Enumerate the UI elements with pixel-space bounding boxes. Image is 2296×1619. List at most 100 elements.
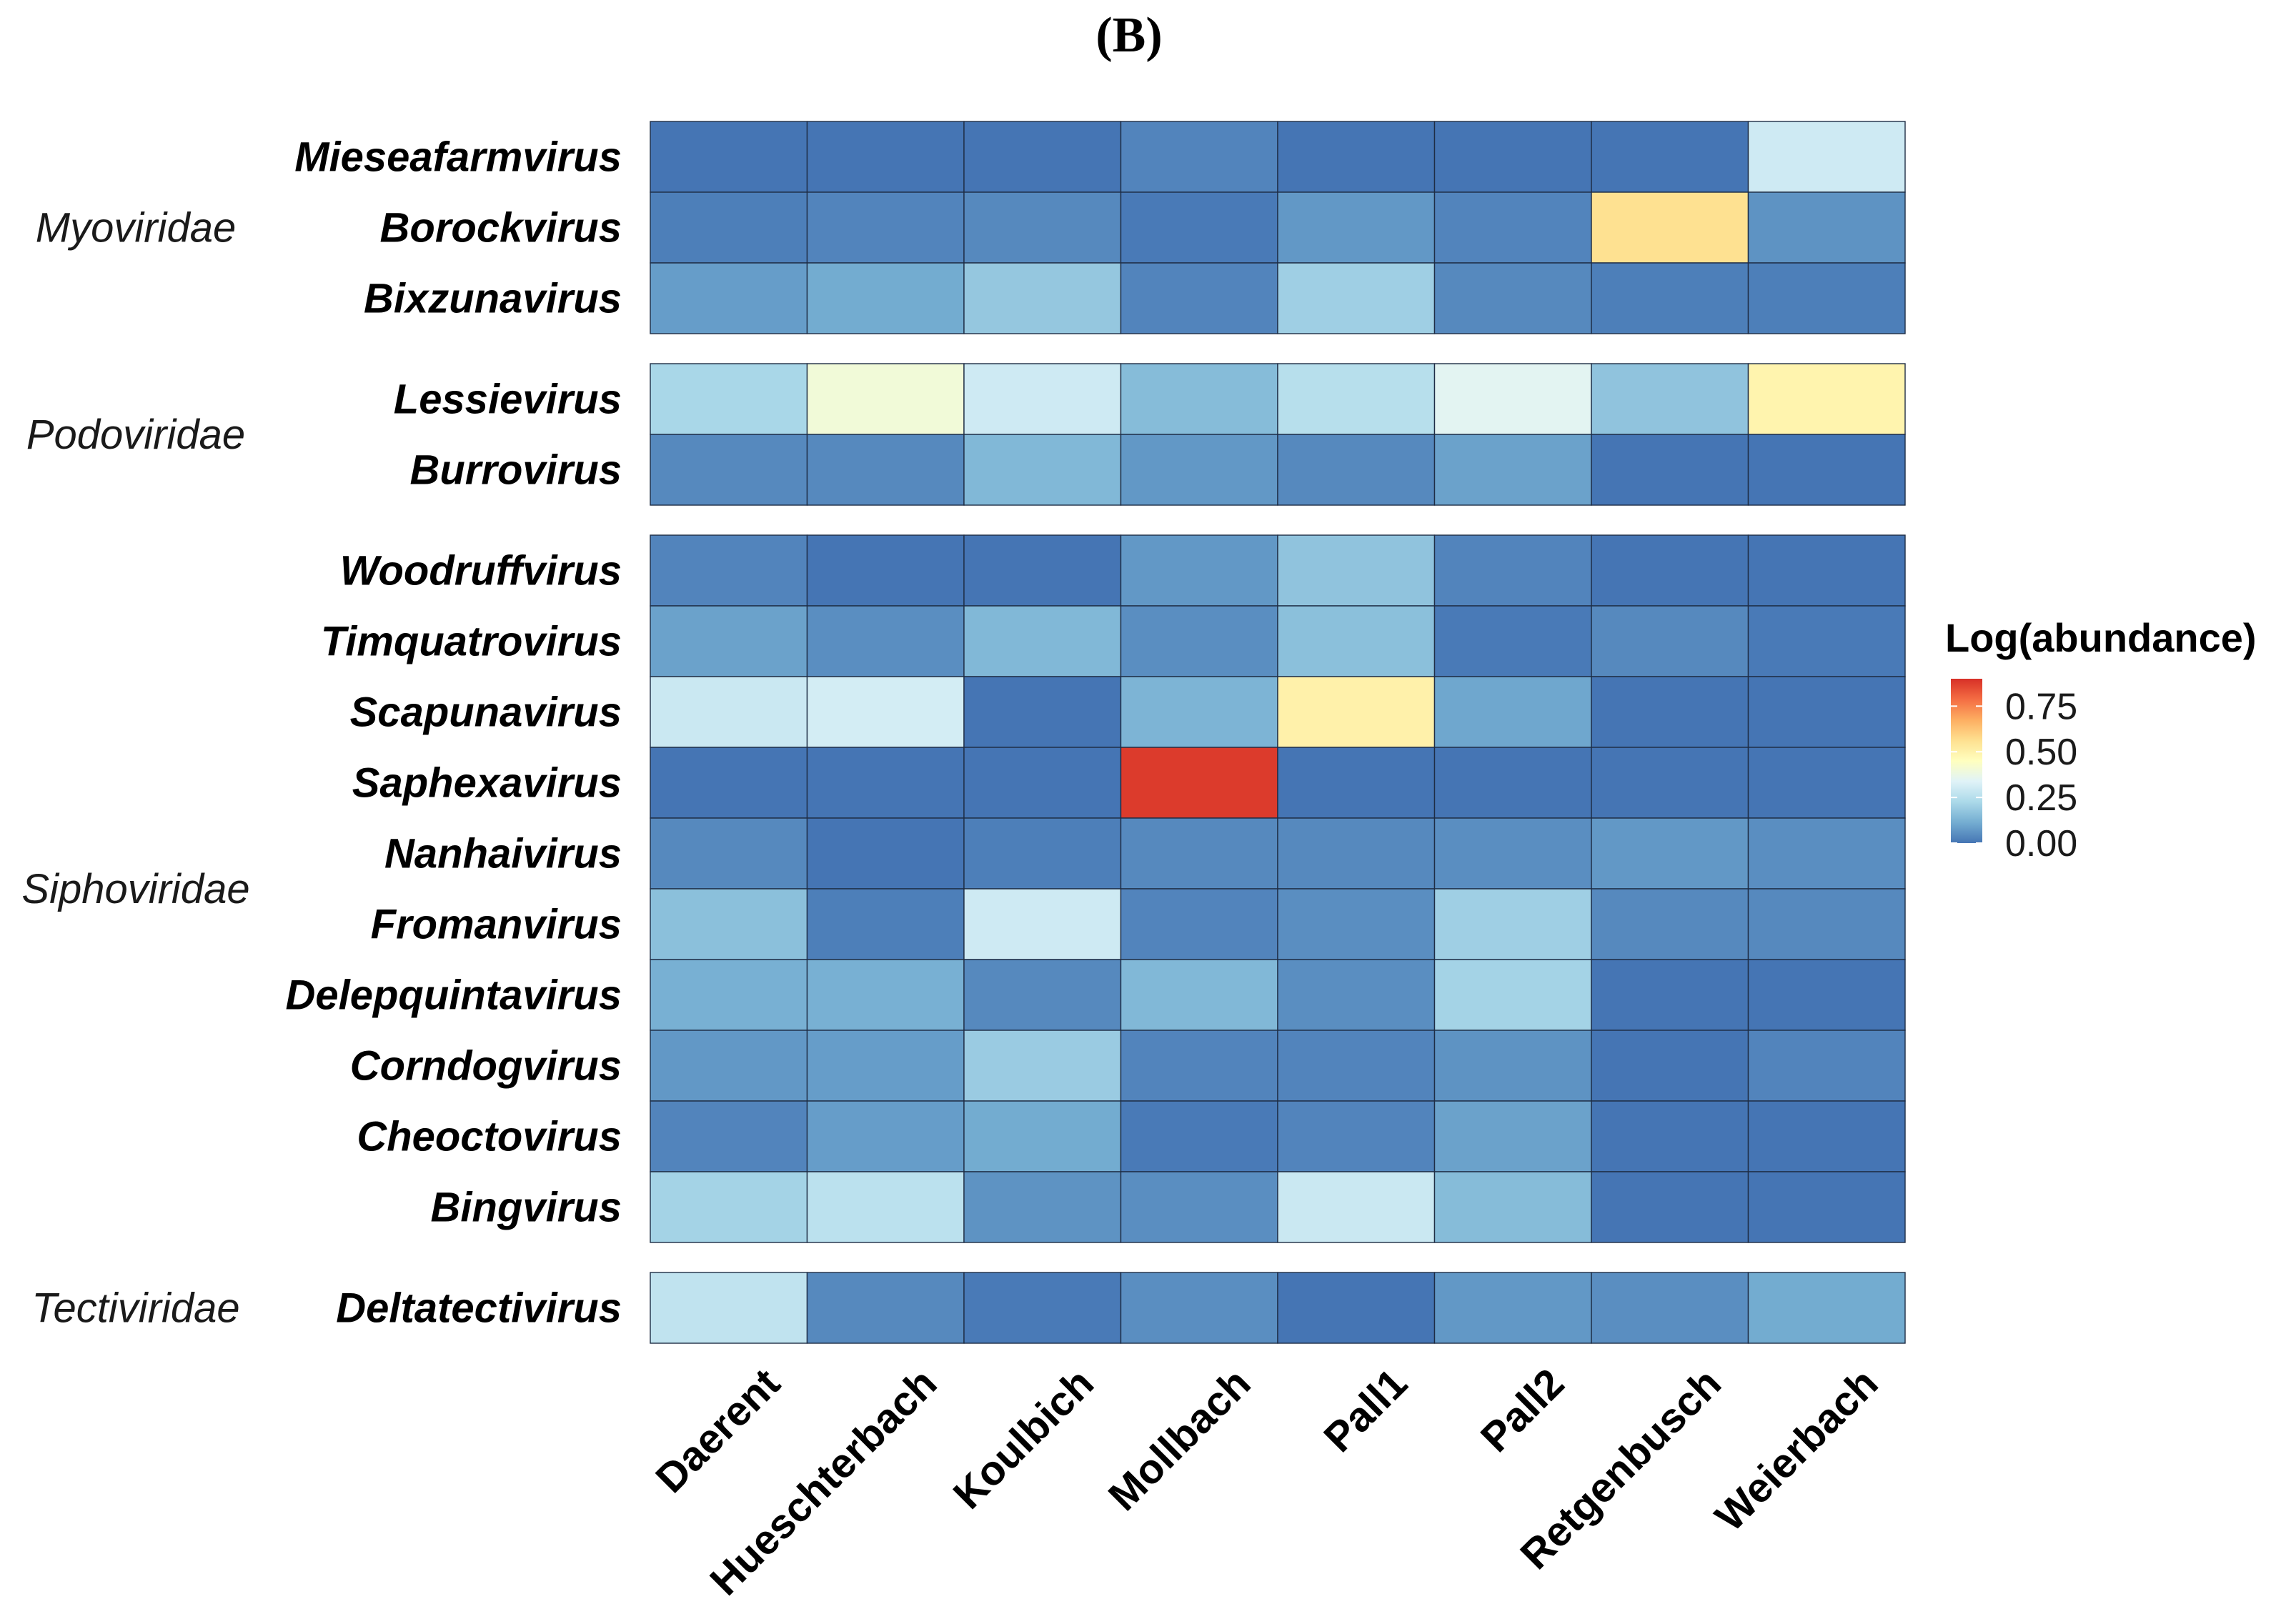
heatmap-cell: Burrovirus / Pall2 xyxy=(1433,434,1592,506)
heatmap-cell: Corndogvirus / Hueschterbach xyxy=(806,1030,965,1102)
heatmap-cell: Bingvirus / Mollbach xyxy=(1120,1171,1278,1243)
site-label: Koulbich xyxy=(945,1360,1103,1518)
heatmap-cell: Borockvirus / Koulbich xyxy=(963,191,1122,264)
heatmap-cell: Delepquintavirus / Koulbich xyxy=(963,959,1122,1031)
family-label: Tectiviridae xyxy=(31,1285,239,1332)
heatmap-cell: Nanhaivirus / Pall2 xyxy=(1433,817,1592,890)
heatmap-cell: Fromanvirus / Mollbach xyxy=(1120,888,1278,960)
heatmap-cell: Burrovirus / Hueschterbach xyxy=(806,434,965,506)
heatmap-cell: Woodruffvirus / Pall1 xyxy=(1277,534,1436,607)
heatmap-cell: Scapunavirus / Retgenbusch xyxy=(1591,676,1749,748)
heatmap-cell: Scapunavirus / Koulbich xyxy=(963,676,1122,748)
heatmap-cell: Corndogvirus / Weierbach xyxy=(1747,1030,1906,1102)
heatmap-cell: Mieseafarmvirus / Koulbich xyxy=(963,121,1122,193)
heatmap-cell: Mieseafarmvirus / Pall1 xyxy=(1277,121,1436,193)
heatmap-cell: Lessievirus / Daerent xyxy=(650,363,808,435)
site-label: Pall1 xyxy=(1315,1360,1416,1461)
heatmap-cell: Borockvirus / Daerent xyxy=(650,191,808,264)
heatmap-cell: Bixzunavirus / Retgenbusch xyxy=(1591,262,1749,334)
heatmap-cell: Corndogvirus / Mollbach xyxy=(1120,1030,1278,1102)
heatmap-cell: Borockvirus / Retgenbusch xyxy=(1591,191,1749,264)
heatmap-cell: Timquatrovirus / Daerent xyxy=(650,605,808,677)
heatmap-cell: Lessievirus / Retgenbusch xyxy=(1591,363,1749,435)
heatmap-cell: Delepquintavirus / Hueschterbach xyxy=(806,959,965,1031)
heatmap-cell: Cheoctovirus / Weierbach xyxy=(1747,1100,1906,1172)
heatmap-cell: Woodruffvirus / Mollbach xyxy=(1120,534,1278,607)
panel-label: (B) xyxy=(1095,8,1162,63)
heatmap-cell: Nanhaivirus / Weierbach xyxy=(1747,817,1906,890)
heatmap-cell: Saphexavirus / Retgenbusch xyxy=(1591,747,1749,819)
heatmap-cell: Scapunavirus / Daerent xyxy=(650,676,808,748)
heatmap-cell: Bingvirus / Pall2 xyxy=(1433,1171,1592,1243)
genus-label: Scapunavirus xyxy=(350,689,622,736)
heatmap-cell: Timquatrovirus / Weierbach xyxy=(1747,605,1906,677)
heatmap-cell: Deltatectivirus / Pall1 xyxy=(1277,1272,1436,1344)
heatmap-cell: Saphexavirus / Daerent xyxy=(650,747,808,819)
legend-tick-label: 0.75 xyxy=(2005,686,2077,727)
heatmap-cell: Bingvirus / Daerent xyxy=(650,1171,808,1243)
heatmap-cell: Timquatrovirus / Hueschterbach xyxy=(806,605,965,677)
heatmap-cell: Corndogvirus / Daerent xyxy=(650,1030,808,1102)
heatmap-cell: Timquatrovirus / Pall2 xyxy=(1433,605,1592,677)
genus-label: Corndogvirus xyxy=(350,1043,622,1090)
heatmap-cell: Timquatrovirus / Mollbach xyxy=(1120,605,1278,677)
heatmap-cell: Nanhaivirus / Daerent xyxy=(650,817,808,890)
heatmap-cell: Bixzunavirus / Daerent xyxy=(650,262,808,334)
legend-tick-label: 0.25 xyxy=(2005,777,2077,819)
heatmap-cell: Saphexavirus / Pall1 xyxy=(1277,747,1436,819)
heatmap-cell: Delepquintavirus / Weierbach xyxy=(1747,959,1906,1031)
family-label: Myoviridae xyxy=(36,205,236,251)
heatmap-cell: Fromanvirus / Koulbich xyxy=(963,888,1122,960)
heatmap-cell: Deltatectivirus / Daerent xyxy=(650,1272,808,1344)
site-label: Mollbach xyxy=(1100,1360,1260,1520)
legend-tick-label: 0.50 xyxy=(2005,732,2077,773)
heatmap-cell: Bixzunavirus / Pall1 xyxy=(1277,262,1436,334)
heatmap-cell: Cheoctovirus / Hueschterbach xyxy=(806,1100,965,1172)
heatmap-cell: Fromanvirus / Pall1 xyxy=(1277,888,1436,960)
heatmap-cell: Saphexavirus / Weierbach xyxy=(1747,747,1906,819)
heatmap-cell: Deltatectivirus / Hueschterbach xyxy=(806,1272,965,1344)
genus-label: Bingvirus xyxy=(431,1185,622,1231)
heatmap-cell: Burrovirus / Daerent xyxy=(650,434,808,506)
heatmap-cell: Burrovirus / Koulbich xyxy=(963,434,1122,506)
family-label: Podoviridae xyxy=(26,412,245,458)
heatmap-cell: Woodruffvirus / Hueschterbach xyxy=(806,534,965,607)
heatmap-cell: Mieseafarmvirus / Retgenbusch xyxy=(1591,121,1749,193)
heatmap-cell: Mieseafarmvirus / Pall2 xyxy=(1433,121,1592,193)
genus-label: Saphexavirus xyxy=(352,760,622,807)
genus-label: Timquatrovirus xyxy=(321,619,622,665)
heatmap-cell: Deltatectivirus / Retgenbusch xyxy=(1591,1272,1749,1344)
legend-title: Log(abundance) xyxy=(1945,615,2257,660)
heatmap-cell: Bixzunavirus / Weierbach xyxy=(1747,262,1906,334)
heatmap-cell: Mieseafarmvirus / Weierbach xyxy=(1747,121,1906,193)
heatmap-cell: Fromanvirus / Retgenbusch xyxy=(1591,888,1749,960)
heatmap-cell: Fromanvirus / Daerent xyxy=(650,888,808,960)
heatmap-cell: Borockvirus / Pall1 xyxy=(1277,191,1436,264)
heatmap-cell: Burrovirus / Pall1 xyxy=(1277,434,1436,506)
heatmap-cell: Saphexavirus / Pall2 xyxy=(1433,747,1592,819)
genus-label: Lessievirus xyxy=(394,377,622,423)
heatmap-cell: Mieseafarmvirus / Daerent xyxy=(650,121,808,193)
heatmap-cell: Borockvirus / Hueschterbach xyxy=(806,191,965,264)
heatmap-cell: Bingvirus / Retgenbusch xyxy=(1591,1171,1749,1243)
heatmap-cell: Delepquintavirus / Mollbach xyxy=(1120,959,1278,1031)
heatmap-cell: Burrovirus / Mollbach xyxy=(1120,434,1278,506)
heatmap-cell: Scapunavirus / Pall1 xyxy=(1277,676,1436,748)
heatmap-cell: Bingvirus / Pall1 xyxy=(1277,1171,1436,1243)
genus-labels: Mieseafarmvirus Borockvirus Bixzunavirus Le… xyxy=(285,134,622,1332)
heatmap-cell: Timquatrovirus / Pall1 xyxy=(1277,605,1436,677)
heatmap-cell: Bingvirus / Koulbich xyxy=(963,1171,1122,1243)
heatmap-cell: Bixzunavirus / Mollbach xyxy=(1120,262,1278,334)
genus-label: Fromanvirus xyxy=(371,902,622,948)
heatmap-cell: Borockvirus / Pall2 xyxy=(1433,191,1592,264)
heatmap-cell: Scapunavirus / Pall2 xyxy=(1433,676,1592,748)
heatmap-cell: Bingvirus / Hueschterbach xyxy=(806,1171,965,1243)
genus-label: Burrovirus xyxy=(409,447,622,494)
family-labels: Myoviridae Podoviridae Siphoviridae Tectivi… xyxy=(21,205,249,1332)
heatmap-cell: Woodruffvirus / Koulbich xyxy=(963,534,1122,607)
heatmap-cell: Scapunavirus / Mollbach xyxy=(1120,676,1278,748)
heatmap-cell: Scapunavirus / Weierbach xyxy=(1747,676,1906,748)
heatmap-cell: Woodruffvirus / Retgenbusch xyxy=(1591,534,1749,607)
